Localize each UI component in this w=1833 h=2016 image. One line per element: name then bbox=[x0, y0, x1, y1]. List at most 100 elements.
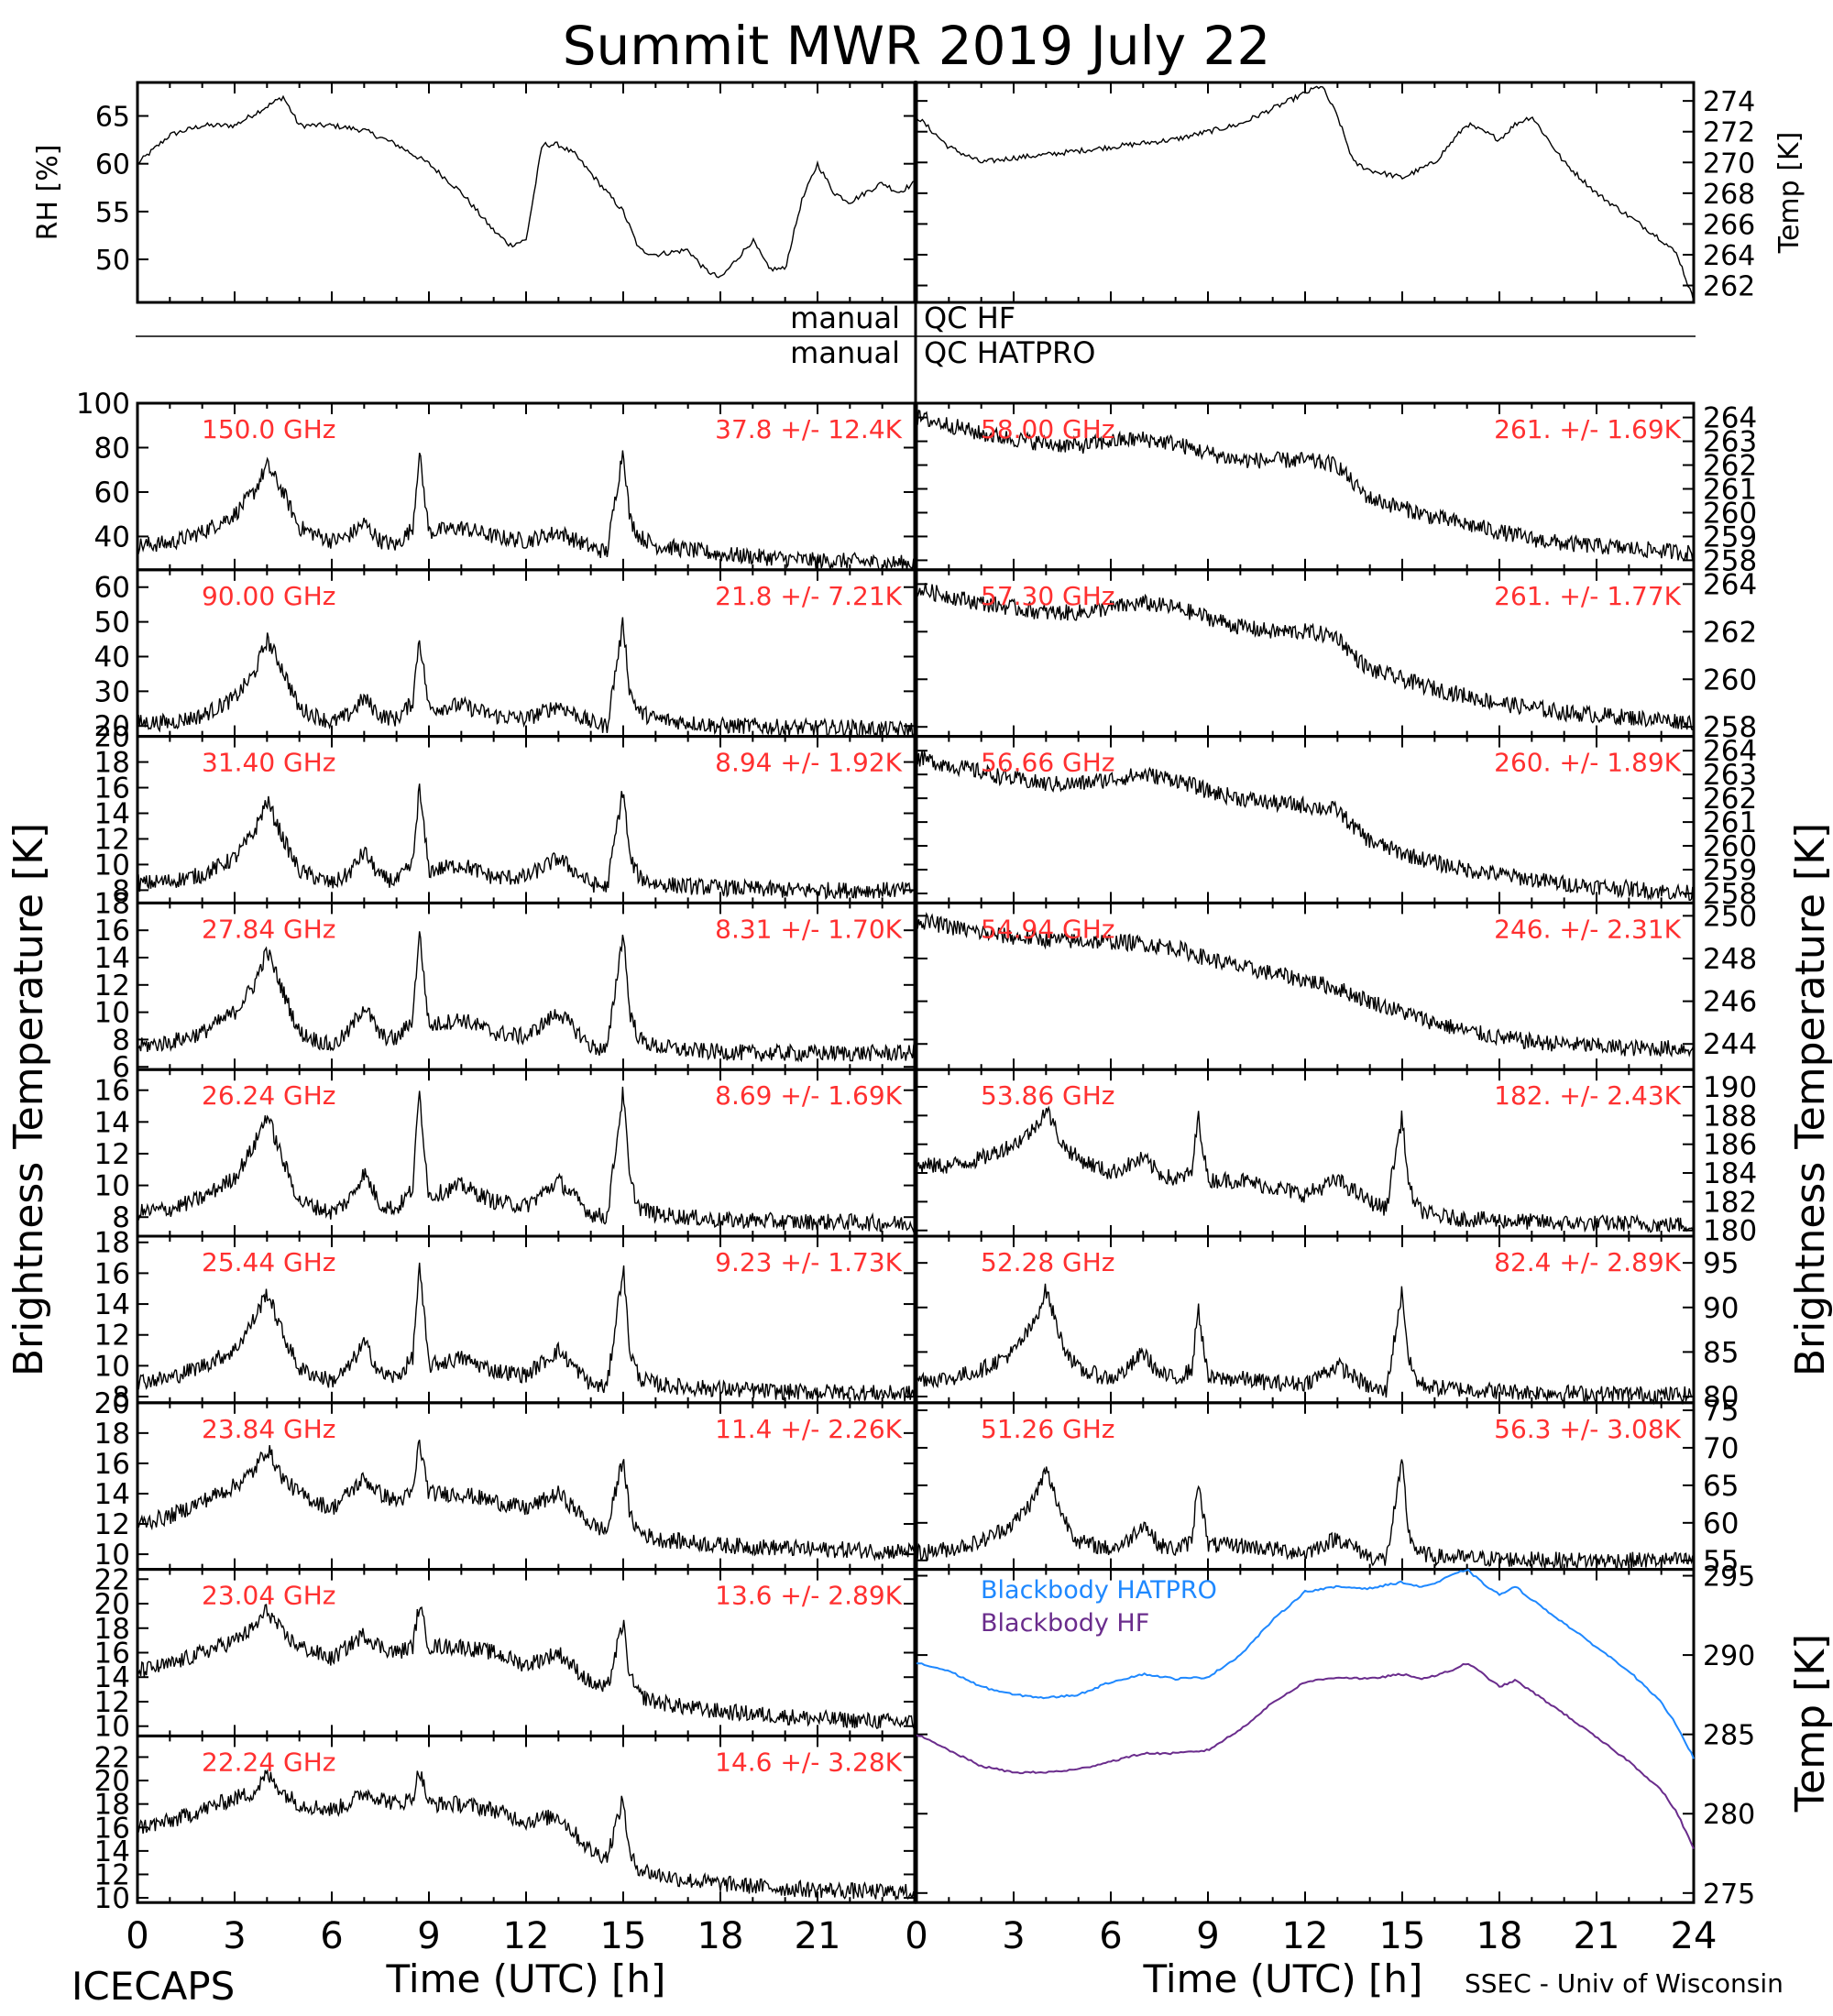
frequency-label: 31.40 GHz bbox=[202, 748, 336, 778]
x-tick-label: 24 bbox=[1671, 1915, 1718, 1957]
y-tick-label: 40 bbox=[94, 641, 130, 674]
y-tick-label: 14 bbox=[94, 798, 130, 831]
x-tick-label: 18 bbox=[697, 1915, 744, 1957]
y-tick-label: 60 bbox=[94, 477, 130, 509]
y-tick-label: 18 bbox=[94, 887, 130, 920]
y-tick-label: 60 bbox=[94, 572, 130, 605]
series-line-hf bbox=[916, 1662, 1695, 1850]
frequency-label: 150.0 GHz bbox=[202, 414, 336, 444]
x-tick-label: 9 bbox=[1196, 1915, 1219, 1957]
series-line-ch90 bbox=[137, 617, 916, 740]
x-tick-label: 12 bbox=[503, 1915, 550, 1957]
panels: 5055606526226426626827027227440608010015… bbox=[76, 81, 1757, 1915]
y-tick-label: 12 bbox=[94, 1508, 130, 1541]
y-tick-label: 280 bbox=[1703, 1799, 1755, 1831]
series-line-ch5666 bbox=[916, 751, 1695, 902]
stats-label: 261. +/- 1.69K bbox=[1494, 414, 1681, 444]
stats-label: 13.6 +/- 2.89K bbox=[715, 1581, 902, 1611]
frequency-label: 52.28 GHz bbox=[981, 1247, 1115, 1277]
x-tick-label: 6 bbox=[1099, 1915, 1122, 1957]
legend-entry-hatpro: Blackbody HATPRO bbox=[981, 1576, 1217, 1605]
y-tick-label: 16 bbox=[94, 772, 130, 805]
y-tick-label: 262 bbox=[1703, 450, 1757, 483]
y-tick-label: 259 bbox=[1703, 854, 1757, 887]
x-tick-label: 21 bbox=[795, 1915, 841, 1957]
panel-ch5228: 80 85 90 95 52.28 GHz 82.4 +/- 2.89K bbox=[915, 1234, 1739, 1414]
qc-hf-right: QC HF bbox=[924, 301, 1015, 335]
stats-label: 182. +/- 2.43K bbox=[1494, 1080, 1681, 1111]
y-tick-label: 275 bbox=[1703, 1879, 1755, 1911]
y-tick-label: 60 bbox=[1703, 1507, 1739, 1540]
y-tick-label: 90 bbox=[1703, 1292, 1739, 1325]
panel-ch150: 40 60 80 100 150.0 GHz 37.8 +/- 12.4K bbox=[76, 388, 916, 572]
panel-blackbody: 275 280 285 290 295 Blackbody HATPRO Blackbody… bbox=[915, 1561, 1755, 1911]
y-tick-label: 55 bbox=[1703, 1545, 1739, 1578]
y-tick-label: 20 bbox=[94, 1387, 130, 1420]
x-tick-label: 21 bbox=[1574, 1915, 1620, 1957]
y-tick-label: 10 bbox=[94, 1350, 130, 1383]
y-tick-label: 18 bbox=[94, 1613, 130, 1646]
y-tick-label: 264 bbox=[1703, 735, 1757, 768]
x-tick-label: 18 bbox=[1476, 1915, 1523, 1957]
stats-label: 260. +/- 1.89K bbox=[1494, 748, 1681, 778]
y-tick-label: 262 bbox=[1703, 783, 1757, 816]
y-tick-label: 14 bbox=[94, 1478, 130, 1511]
x-tick-label: 3 bbox=[1002, 1915, 1025, 1957]
footer-right: SSEC - Univ of Wisconsin bbox=[1465, 1968, 1784, 1999]
series-line-ch2544 bbox=[137, 1262, 916, 1403]
qc-hf-left: manual bbox=[790, 301, 900, 335]
y-tick-label: 50 bbox=[95, 245, 130, 277]
x-axis-label-right: Time (UTC) [h] bbox=[1143, 1956, 1423, 2001]
stats-label: 8.94 +/- 1.92K bbox=[715, 748, 902, 778]
panel-rh: 50 55 60 65 bbox=[95, 81, 916, 304]
y-tick-label: 18 bbox=[94, 1789, 130, 1822]
y-tick-label: 8 bbox=[112, 1201, 130, 1234]
y-axis-label-left: Brightness Temperature [K] bbox=[5, 823, 52, 1376]
footer-left: ICECAPS bbox=[71, 1964, 235, 2009]
y-tick-label: 264 bbox=[1703, 240, 1755, 272]
temp-bottom-axis-label: Temp [K] bbox=[1787, 1634, 1833, 1813]
y-tick-label: 14 bbox=[94, 1106, 130, 1139]
frequency-label: 54.94 GHz bbox=[981, 914, 1115, 944]
y-tick-label: 10 bbox=[94, 1711, 130, 1744]
y-tick-label: 250 bbox=[1703, 900, 1757, 933]
y-tick-label: 100 bbox=[76, 388, 130, 421]
stats-label: 246. +/- 2.31K bbox=[1494, 914, 1681, 944]
stats-label: 8.69 +/- 1.69K bbox=[715, 1080, 902, 1111]
y-tick-label: 12 bbox=[94, 1138, 130, 1171]
y-tick-label: 184 bbox=[1703, 1157, 1757, 1190]
y-tick-label: 16 bbox=[94, 915, 130, 948]
y-tick-label: 22 bbox=[94, 1741, 130, 1774]
y-tick-label: 10 bbox=[94, 1170, 130, 1203]
series-line-ch2384 bbox=[137, 1439, 916, 1561]
y-tick-label: 16 bbox=[94, 1257, 130, 1290]
y-tick-label: 186 bbox=[1703, 1129, 1757, 1162]
x-tick-label: 9 bbox=[417, 1915, 440, 1957]
figure-title: Summit MWR 2019 July 22 bbox=[563, 15, 1271, 77]
frequency-label: 56.66 GHz bbox=[981, 748, 1115, 778]
stats-label: 21.8 +/- 7.21K bbox=[715, 581, 902, 611]
y-tick-label: 14 bbox=[94, 1288, 130, 1321]
y-tick-label: 272 bbox=[1703, 117, 1755, 149]
y-tick-label: 14 bbox=[94, 1661, 130, 1694]
panel-ch5730: 258 260 262 264 57.30 GHz 261. +/- 1.77K bbox=[915, 568, 1757, 744]
qc-hatpro-right: QC HATPRO bbox=[924, 335, 1095, 370]
temp-top-axis-label: Temp [K] bbox=[1773, 132, 1806, 255]
y-tick-label: 260 bbox=[1703, 830, 1757, 863]
y-tick-label: 12 bbox=[94, 1320, 130, 1353]
y-tick-label: 16 bbox=[94, 1812, 130, 1845]
x-tick-labels: 0 3 6 9 12 15 18 21 0 3 6 9 12 15 18 21 24 bbox=[126, 1915, 1717, 1957]
series-line-ch150 bbox=[137, 450, 916, 571]
y-tick-label: 60 bbox=[95, 149, 130, 181]
y-tick-label: 259 bbox=[1703, 520, 1757, 553]
frequency-label: 25.44 GHz bbox=[202, 1247, 336, 1277]
